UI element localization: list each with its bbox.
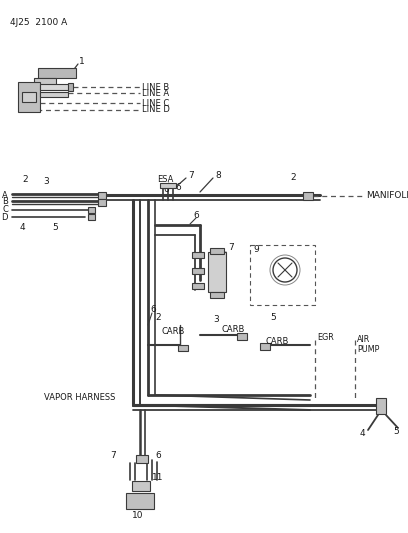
Text: 2: 2 — [290, 174, 296, 182]
Text: 8: 8 — [215, 171, 221, 180]
Text: 5: 5 — [52, 223, 58, 232]
Text: 7: 7 — [228, 244, 234, 253]
Bar — [40, 84, 70, 90]
Text: 6: 6 — [175, 183, 181, 192]
Text: 5: 5 — [270, 313, 276, 322]
Text: 1: 1 — [79, 58, 85, 67]
Bar — [40, 92, 68, 97]
Text: CARB: CARB — [222, 326, 245, 335]
Text: B: B — [2, 198, 8, 206]
Text: LINE C: LINE C — [142, 99, 169, 108]
Text: AIR
PUMP: AIR PUMP — [357, 335, 379, 354]
Bar — [98, 192, 106, 199]
Bar — [38, 68, 76, 78]
Text: C: C — [2, 206, 8, 214]
Text: A: A — [2, 190, 8, 199]
Text: 6: 6 — [193, 211, 199, 220]
Text: 7: 7 — [188, 171, 194, 180]
Text: 4: 4 — [360, 430, 366, 439]
Bar — [210, 248, 224, 254]
Text: ESA: ESA — [157, 175, 173, 184]
Text: LINE A: LINE A — [142, 88, 169, 98]
Text: 3: 3 — [43, 177, 49, 187]
Bar — [303, 192, 313, 200]
Bar — [34, 78, 56, 86]
Text: 6: 6 — [155, 450, 161, 459]
Bar — [192, 283, 204, 289]
Bar — [376, 398, 386, 414]
Bar — [260, 343, 270, 350]
Bar — [98, 199, 106, 206]
Text: 7: 7 — [110, 450, 116, 459]
Bar — [136, 455, 148, 463]
Text: LINE D: LINE D — [142, 106, 170, 115]
Text: 4: 4 — [20, 223, 26, 232]
Bar — [88, 214, 95, 220]
Text: 9: 9 — [253, 246, 259, 254]
Bar — [192, 252, 204, 258]
Bar — [210, 292, 224, 298]
Bar — [208, 252, 226, 292]
Text: EGR: EGR — [317, 334, 334, 343]
Bar — [192, 268, 204, 274]
Text: 5: 5 — [393, 427, 399, 437]
Text: 6: 6 — [163, 185, 169, 195]
Text: 2: 2 — [155, 313, 161, 322]
Text: VAPOR HARNESS: VAPOR HARNESS — [44, 393, 116, 402]
Bar — [178, 345, 188, 351]
Text: CARB: CARB — [162, 327, 185, 336]
Text: 10: 10 — [132, 512, 144, 521]
Bar — [132, 481, 150, 491]
Text: CARB: CARB — [265, 337, 288, 346]
Text: LINE B: LINE B — [142, 83, 169, 92]
Bar — [88, 207, 95, 213]
Bar — [160, 183, 176, 188]
Text: D: D — [2, 213, 8, 222]
Text: 4J25  2100 A: 4J25 2100 A — [10, 18, 67, 27]
Bar — [126, 493, 154, 509]
Text: 11: 11 — [152, 473, 164, 482]
Bar — [18, 82, 40, 112]
Bar — [68, 83, 73, 91]
Text: 3: 3 — [213, 316, 219, 325]
Text: 6: 6 — [150, 305, 156, 314]
Text: 2: 2 — [22, 175, 28, 184]
Bar — [250, 245, 315, 305]
Bar — [237, 333, 247, 340]
Bar — [22, 92, 36, 102]
Text: MANIFOLD: MANIFOLD — [366, 191, 408, 200]
